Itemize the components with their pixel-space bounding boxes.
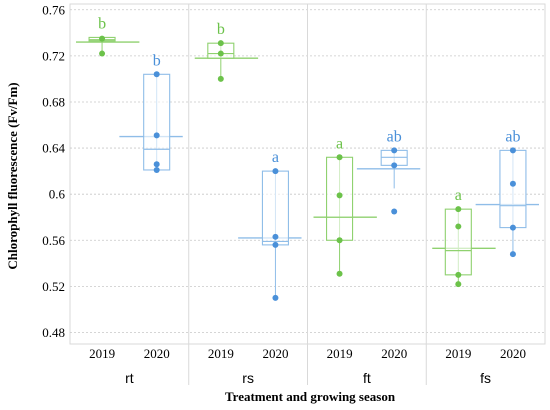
y-tick-label: 0.68 xyxy=(42,94,65,109)
data-point xyxy=(99,50,106,57)
significance-letter: b xyxy=(98,15,106,32)
data-point xyxy=(272,233,279,240)
season-label: 2019 xyxy=(445,346,471,361)
y-tick-label: 0.52 xyxy=(42,279,65,294)
significance-letter: ab xyxy=(505,128,520,145)
data-point xyxy=(455,223,462,230)
plot-area: 0.76 0.72 0.68 0.64 0.6 0.56 0.52 0.48 rt 2019 b 20… xyxy=(42,2,546,386)
season-label: 2019 xyxy=(327,346,353,361)
data-point xyxy=(336,270,343,277)
data-point xyxy=(391,162,398,169)
group-label: rs xyxy=(242,370,254,386)
y-axis-label: Chlorophyll fluorescence (Fv/Fm) xyxy=(5,82,20,269)
data-point xyxy=(99,35,106,42)
significance-letter: b xyxy=(217,21,225,38)
data-point xyxy=(455,281,462,288)
data-point xyxy=(455,206,462,213)
significance-letter: b xyxy=(153,52,161,69)
data-point xyxy=(272,294,279,301)
data-point xyxy=(217,75,224,82)
group-label: fs xyxy=(480,370,491,386)
y-tick-label: 0.76 xyxy=(42,2,65,17)
significance-letter: ab xyxy=(387,128,402,145)
data-point xyxy=(509,224,516,231)
season-label: 2020 xyxy=(144,346,170,361)
season-label: 2019 xyxy=(89,346,115,361)
data-point xyxy=(153,166,160,173)
group-label: rt xyxy=(125,370,134,386)
season-label: 2019 xyxy=(208,346,234,361)
box xyxy=(143,73,171,171)
y-tick-label: 0.64 xyxy=(42,141,65,156)
data-point xyxy=(272,241,279,248)
data-point xyxy=(153,132,160,139)
group-label: ft xyxy=(363,370,371,386)
data-point xyxy=(391,208,398,215)
data-point xyxy=(217,40,224,47)
season-label: 2020 xyxy=(500,346,526,361)
box xyxy=(444,208,472,276)
significance-letter: a xyxy=(336,135,343,152)
box xyxy=(326,156,354,241)
season-label: 2020 xyxy=(262,346,288,361)
data-point xyxy=(336,154,343,161)
box xyxy=(499,149,527,229)
data-point xyxy=(336,237,343,244)
significance-letter: a xyxy=(455,187,462,204)
season-label: 2020 xyxy=(381,346,407,361)
data-point xyxy=(217,50,224,57)
data-point xyxy=(336,192,343,199)
data-point xyxy=(509,251,516,258)
significance-letter: a xyxy=(272,149,279,166)
y-tick-label: 0.56 xyxy=(42,233,65,248)
y-tick-label: 0.48 xyxy=(42,325,65,340)
data-point xyxy=(153,71,160,78)
x-axis-label: Treatment and growing season xyxy=(225,389,396,404)
data-point xyxy=(391,147,398,154)
data-point xyxy=(509,147,516,154)
data-point xyxy=(455,271,462,278)
y-tick-label: 0.6 xyxy=(49,187,66,202)
data-point xyxy=(509,180,516,187)
data-point xyxy=(272,168,279,175)
y-tick-label: 0.72 xyxy=(42,48,65,63)
data-point xyxy=(153,161,160,168)
